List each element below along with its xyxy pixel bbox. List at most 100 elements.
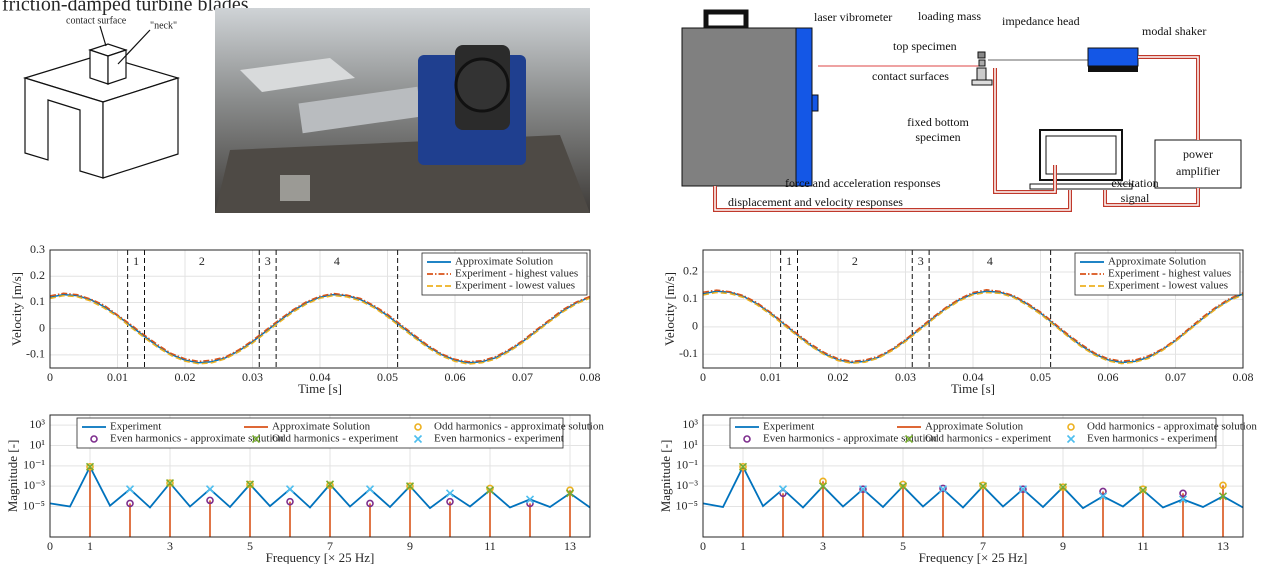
- y-tick-label: 10⁻³: [23, 478, 45, 492]
- legend-label: Odd harmonics - experiment: [925, 433, 1051, 445]
- legend-label: Approximate Solution: [1108, 256, 1207, 268]
- plot-frame: [702, 414, 1244, 538]
- series-line: [49, 292, 591, 363]
- series-line: [702, 464, 1244, 510]
- y-tick-label: 0: [39, 320, 45, 334]
- series-line: [49, 294, 591, 365]
- legend-label: Odd harmonics - experiment: [272, 433, 398, 445]
- y-tick-label: 10³: [29, 417, 45, 431]
- marker: [86, 463, 94, 471]
- x-axis-title: Frequency [× 25 Hz]: [266, 550, 375, 564]
- legend-swatch: [251, 434, 261, 444]
- marker: [285, 485, 295, 494]
- marker: [205, 485, 215, 494]
- marker: [818, 482, 828, 491]
- x-tick-label: 7: [327, 539, 333, 553]
- legend-box: [1074, 252, 1241, 296]
- diagram-label: signal: [1121, 191, 1150, 205]
- marker: [1179, 489, 1187, 498]
- x-axis-title: Time [s]: [298, 381, 342, 396]
- y-tick-label: 0.1: [30, 294, 45, 308]
- legend-label: Experiment: [110, 421, 161, 433]
- series-line: [702, 290, 1244, 364]
- x-tick-label: 5: [900, 539, 906, 553]
- legend-label: Even harmonics - experiment: [434, 433, 564, 445]
- marker: [1139, 485, 1147, 494]
- legend-swatch: [90, 435, 98, 443]
- marker: [898, 482, 908, 491]
- y-tick-label: 10⁻¹: [676, 458, 698, 472]
- y-axis-title: Velocity [m/s]: [662, 272, 677, 346]
- x-tick-label: 0.08: [580, 370, 601, 384]
- y-tick-label: 0.2: [30, 268, 45, 282]
- marker: [126, 499, 134, 508]
- x-tick-label: 0: [47, 370, 53, 384]
- y-tick-label: 10¹: [682, 437, 698, 451]
- y-tick-label: 10³: [682, 417, 698, 431]
- plot-frame: [702, 249, 1244, 369]
- x-tick-label: 3: [167, 539, 173, 553]
- legend-swatch: [413, 434, 423, 444]
- y-tick-label: -0.1: [679, 346, 698, 360]
- legend-label: Experiment - lowest values: [455, 280, 575, 292]
- legend-box: [729, 417, 1217, 449]
- marker: [165, 479, 175, 488]
- legend-box: [421, 252, 588, 296]
- diagram-label: specimen: [915, 130, 960, 144]
- y-tick-label: 10⁻⁵: [675, 498, 698, 512]
- marker: [899, 480, 907, 489]
- x-tick-label: 0.07: [512, 370, 533, 384]
- x-tick-label: 0.03: [242, 370, 263, 384]
- diagram-label: impedance head: [1002, 14, 1080, 28]
- series-line: [49, 293, 591, 364]
- diagram-label: laser vibrometer: [814, 10, 892, 24]
- legend-label: Experiment - highest values: [455, 268, 578, 280]
- legend-label: Even harmonics - approximate solution: [763, 433, 937, 445]
- y-tick-label: 10⁻³: [676, 478, 698, 492]
- region-label: 2: [199, 254, 205, 268]
- marker: [85, 462, 95, 471]
- y-axis-title: Velocity [m/s]: [9, 272, 24, 346]
- marker: [565, 489, 575, 498]
- marker: [485, 486, 495, 495]
- legend-swatch: [904, 434, 914, 444]
- x-tick-label: 0: [47, 539, 53, 553]
- diagram-label: modal shaker: [1142, 24, 1206, 38]
- marker: [1019, 485, 1027, 494]
- legend-label: Approximate Solution: [272, 421, 371, 433]
- x-tick-label: 0.01: [107, 370, 128, 384]
- marker: [445, 489, 455, 498]
- x-tick-label: 0.08: [1233, 370, 1254, 384]
- x-tick-label: 11: [484, 539, 496, 553]
- y-axis-title: Magnitude [-]: [5, 440, 20, 513]
- region-label: 3: [918, 254, 924, 268]
- legend-swatch: [414, 423, 422, 431]
- legend-label: Experiment - highest values: [1108, 268, 1231, 280]
- legend-label: Odd harmonics - approximate solution: [434, 421, 604, 433]
- marker: [739, 463, 747, 471]
- marker: [446, 497, 454, 506]
- legend-label: Odd harmonics - approximate solution: [1087, 421, 1257, 433]
- x-tick-label: 13: [564, 539, 576, 553]
- x-tick-label: 0.03: [895, 370, 916, 384]
- marker: [486, 484, 494, 493]
- legend-label: Experiment: [763, 421, 814, 433]
- y-tick-label: 10¹: [29, 437, 45, 451]
- legend-swatch: [1067, 423, 1075, 431]
- y-tick-label: 0.2: [683, 264, 698, 278]
- x-tick-label: 7: [980, 539, 986, 553]
- diagram-label: power: [1183, 147, 1213, 161]
- marker: [246, 480, 254, 489]
- x-tick-label: 0.02: [828, 370, 849, 384]
- y-tick-label: -0.1: [26, 347, 45, 361]
- x-tick-label: 0.02: [175, 370, 196, 384]
- diagram-label: fixed bottom: [907, 115, 969, 129]
- marker: [406, 482, 414, 490]
- x-tick-label: 0.04: [310, 370, 331, 384]
- marker: [325, 480, 335, 489]
- caption-fragment: friction-damped turbine blades.: [2, 0, 254, 16]
- region-label: 2: [852, 254, 858, 268]
- region-label: 1: [786, 254, 792, 268]
- y-tick-label: 0.3: [30, 242, 45, 256]
- x-tick-label: 9: [407, 539, 413, 553]
